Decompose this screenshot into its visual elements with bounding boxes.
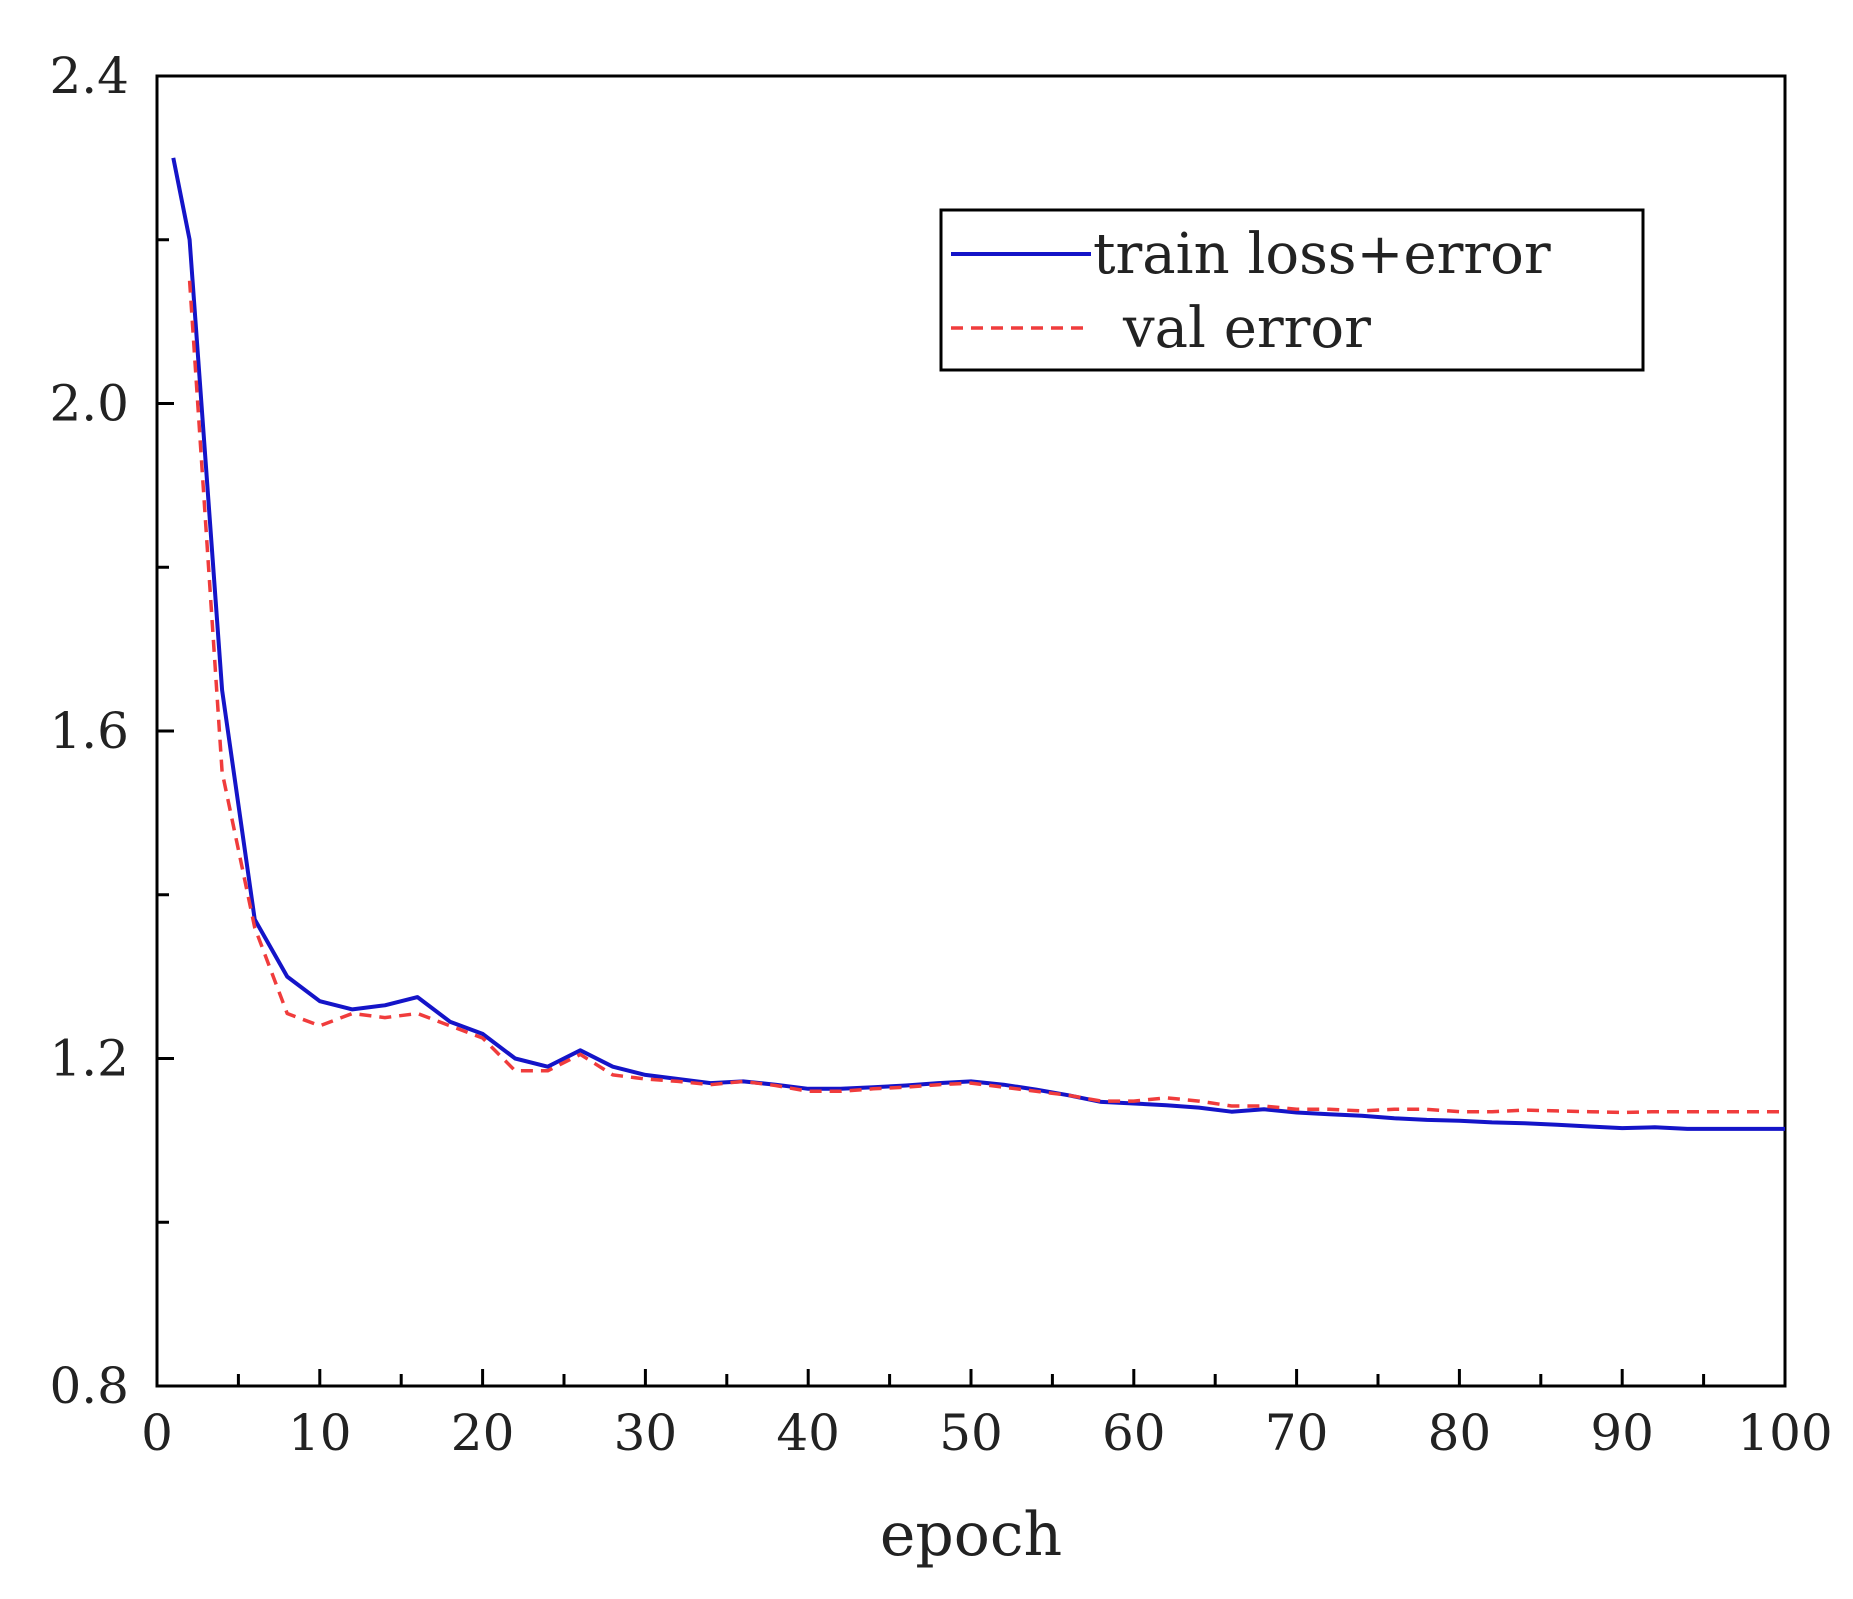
y-tick-label: 0.8 (49, 1357, 129, 1415)
axis-tick-labels: 0 10 20 30 40 50 60 70 80 90 100 0.8 1.2 1.6 2.0 2.4 (49, 47, 1832, 1462)
x-tick-label: 60 (1102, 1404, 1166, 1462)
data-series (171, 157, 1785, 1131)
x-tick-label: 20 (451, 1404, 515, 1462)
legend: train loss+error val error (939, 208, 1645, 372)
x-tick-label: 40 (776, 1404, 840, 1462)
x-axis-title: epoch (880, 1500, 1062, 1570)
x-tick-label: 0 (141, 1404, 173, 1462)
x-tick-label: 80 (1428, 1404, 1492, 1462)
y-tick-label: 2.4 (49, 47, 129, 105)
axis-ticks (155, 74, 1787, 1388)
x-tick-label: 30 (614, 1404, 678, 1462)
x-tick-label: 100 (1737, 1404, 1832, 1462)
legend-label: train loss+error (1093, 222, 1551, 287)
x-tick-label: 10 (288, 1404, 352, 1462)
y-tick-label: 1.2 (49, 1030, 129, 1088)
x-tick-label: 70 (1265, 1404, 1329, 1462)
legend-label: val error (1122, 296, 1371, 361)
legend-box (939, 208, 1645, 372)
val-error-line (187, 280, 1785, 1115)
x-tick-label: 50 (939, 1404, 1003, 1462)
y-tick-label: 1.6 (49, 702, 129, 760)
x-tick-label: 90 (1590, 1404, 1654, 1462)
y-tick-label: 2.0 (49, 375, 129, 433)
